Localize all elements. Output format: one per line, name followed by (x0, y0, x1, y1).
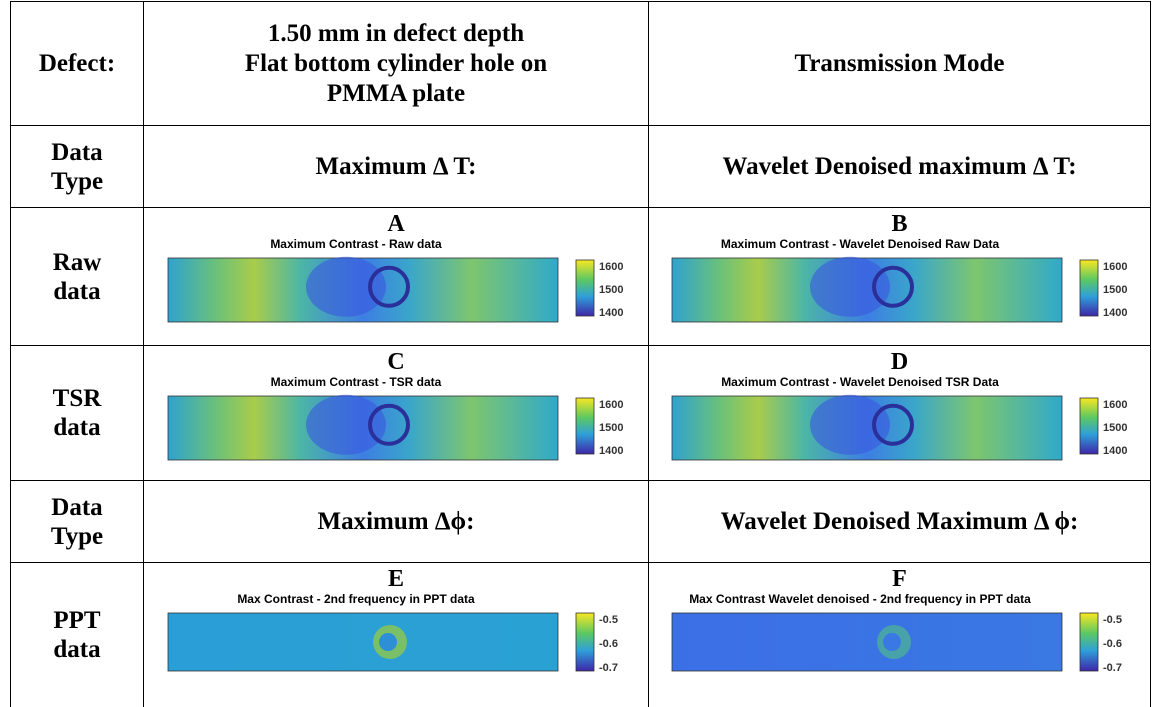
colorbar-label: 1500 (1103, 284, 1127, 296)
row-label-line: Type (11, 522, 143, 551)
page: Defect: 1.50 mm in defect depth Flat bot… (0, 0, 1161, 706)
defect-glow (810, 257, 890, 317)
colorbar-label: -0.7 (599, 662, 618, 674)
colorbar-label: -0.5 (1103, 614, 1122, 626)
defect-glow (810, 395, 890, 455)
row-label-line: PPT (11, 606, 143, 635)
defect-glow (306, 395, 386, 455)
colorbar-label: 1400 (599, 445, 623, 457)
plot-title: Max Contrast Wavelet denoised - 2nd freq… (689, 592, 1031, 606)
data-type-cell: Wavelet Denoised Maximum Δ ϕ: (649, 481, 1151, 563)
colorbar (576, 613, 594, 671)
colorbar-label: -0.7 (1103, 662, 1122, 674)
contrast-plot: Max Contrast Wavelet denoised - 2nd freq… (660, 591, 1140, 697)
panel-letter: E (144, 567, 648, 591)
colorbar-label: 1600 (1103, 399, 1127, 411)
heatmap (168, 613, 558, 671)
panel-letter: F (649, 567, 1150, 591)
row-label-line: data (11, 635, 143, 664)
row-label-line: TSR (11, 384, 143, 413)
heatmap (672, 613, 1062, 671)
colorbar (576, 398, 594, 454)
description-line: Flat bottom cylinder hole on (144, 49, 648, 79)
plot-title: Maximum Contrast - Wavelet Denoised Raw … (720, 237, 999, 251)
header-mode: Transmission Mode (649, 2, 1151, 126)
table-body: Defect: 1.50 mm in defect depth Flat bot… (11, 2, 1151, 707)
colorbar (576, 260, 594, 316)
row-label-line: Data (11, 138, 143, 167)
colorbar-label: -0.5 (599, 614, 618, 626)
colorbar-label: 1400 (1103, 445, 1127, 457)
plot-title: Maximum Contrast - TSR data (271, 375, 442, 389)
colorbar-label: 1600 (599, 261, 623, 273)
comparison-table: Defect: 1.50 mm in defect depth Flat bot… (10, 1, 1151, 707)
data-type-cell: Maximum Δ T: (144, 126, 649, 208)
description-line: 1.50 mm in defect depth (144, 19, 648, 49)
colorbar-label: -0.6 (599, 638, 618, 650)
colorbar-label: 1400 (599, 307, 623, 319)
defect-core (379, 633, 397, 651)
colorbar-label: 1500 (1103, 422, 1127, 434)
contrast-plot: Max Contrast - 2nd frequency in PPT data… (156, 591, 636, 697)
colorbar-label: 1400 (1103, 307, 1127, 319)
header-label: Defect: (11, 2, 144, 126)
defect-core (883, 633, 901, 651)
colorbar-label: 1500 (599, 422, 623, 434)
colorbar-label: -0.6 (1103, 638, 1122, 650)
plot-title: Maximum Contrast - Raw data (270, 237, 442, 251)
panel-letter: A (144, 212, 648, 236)
defect-glow (306, 257, 386, 317)
row-label-line: Type (11, 167, 143, 196)
row-label-line: data (11, 277, 143, 306)
row-label-line: Raw (11, 248, 143, 277)
colorbar-label: 1600 (599, 399, 623, 411)
colorbar-label: 1500 (599, 284, 623, 296)
data-type-cell: Wavelet Denoised maximum Δ T: (649, 126, 1151, 208)
row-label-line: data (11, 413, 143, 442)
contrast-plot: Maximum Contrast - Wavelet Denoised TSR … (660, 374, 1140, 480)
colorbar (1080, 613, 1098, 671)
contrast-plot: Maximum Contrast - Wavelet Denoised Raw … (660, 236, 1140, 342)
description-line: PMMA plate (144, 79, 648, 109)
panel-letter: D (649, 350, 1150, 374)
colorbar (1080, 260, 1098, 316)
data-type-cell: Maximum Δϕ: (144, 481, 649, 563)
header-description: 1.50 mm in defect depth Flat bottom cyli… (144, 2, 649, 126)
colorbar (1080, 398, 1098, 454)
panel-letter: C (144, 350, 648, 374)
header-row: Defect: 1.50 mm in defect depth Flat bot… (11, 2, 1151, 126)
row-label-line: Data (11, 493, 143, 522)
plot-title: Max Contrast - 2nd frequency in PPT data (237, 592, 475, 606)
plot-title: Maximum Contrast - Wavelet Denoised TSR … (721, 375, 999, 389)
panel-letter: B (649, 212, 1150, 236)
contrast-plot: Maximum Contrast - TSR data 1600 1500 1400 (156, 374, 636, 480)
contrast-plot: Maximum Contrast - Raw data 1600 1500 1400 (156, 236, 636, 342)
colorbar-label: 1600 (1103, 261, 1127, 273)
